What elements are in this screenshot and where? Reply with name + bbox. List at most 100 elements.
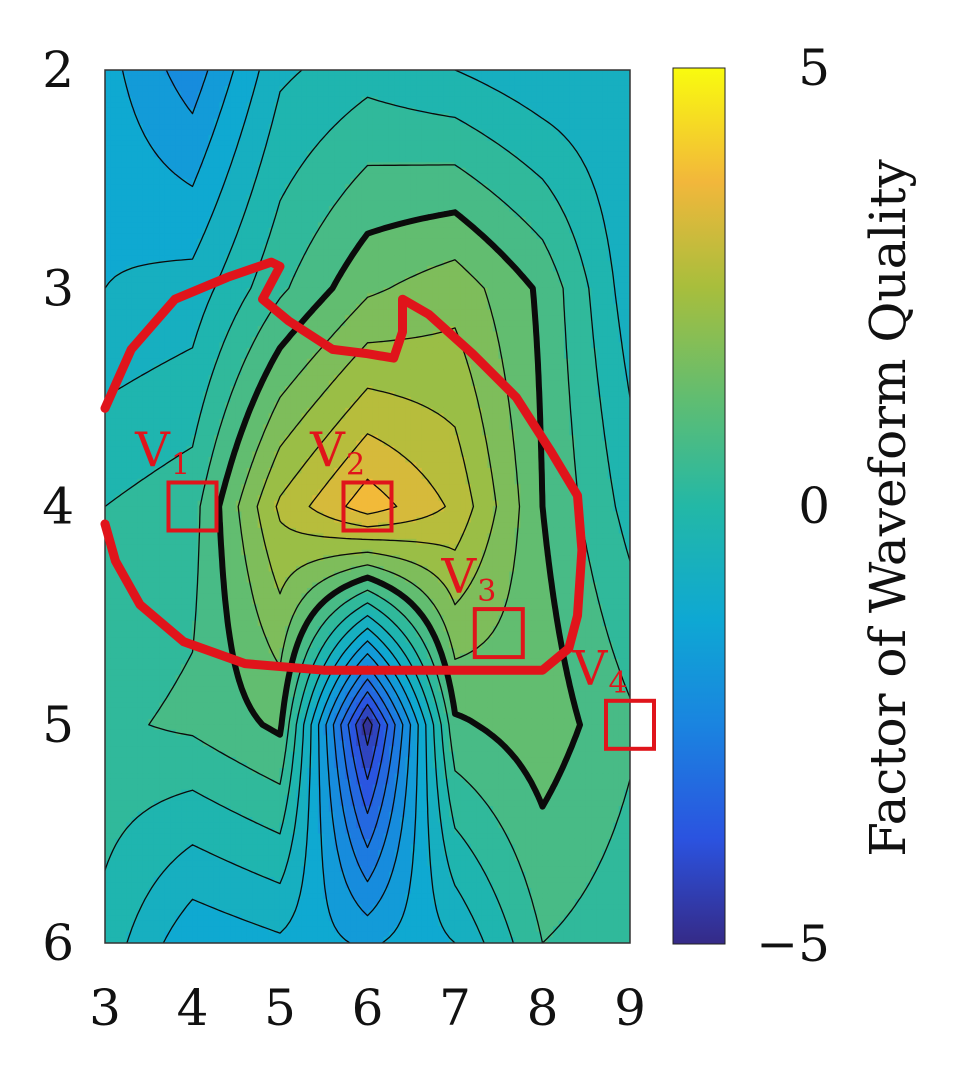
contour-cell xyxy=(427,190,433,196)
contour-cell xyxy=(526,244,532,250)
contour-cell xyxy=(203,135,209,141)
contour-cell xyxy=(531,75,537,81)
contour-cell xyxy=(482,108,488,114)
contour-cell xyxy=(170,97,176,103)
contour-cell xyxy=(384,91,390,97)
contour-cell xyxy=(444,282,450,288)
contour-cell xyxy=(132,157,138,163)
contour-cell xyxy=(159,108,165,114)
contour-cell xyxy=(400,91,406,97)
contour-cell xyxy=(602,119,608,125)
contour-cell xyxy=(241,337,247,343)
contour-cell xyxy=(548,81,554,87)
contour-cell xyxy=(236,91,242,97)
contour-cell xyxy=(214,299,220,305)
contour-cell xyxy=(394,190,400,196)
contour-cell xyxy=(569,108,575,114)
contour-cell xyxy=(126,217,132,223)
contour-cell xyxy=(619,201,625,207)
contour-cell xyxy=(384,146,390,152)
contour-cell xyxy=(515,184,521,190)
contour-cell xyxy=(318,190,324,196)
contour-cell xyxy=(132,146,138,152)
contour-cell xyxy=(192,91,198,97)
contour-cell xyxy=(476,102,482,108)
contour-cell xyxy=(444,135,450,141)
contour-cell xyxy=(378,299,384,305)
contour-cell xyxy=(416,97,422,103)
contour-cell xyxy=(526,91,532,97)
contour-cell xyxy=(159,266,165,272)
contour-cell xyxy=(209,239,215,245)
contour-cell xyxy=(444,86,450,92)
contour-cell xyxy=(455,151,461,157)
contour-cell xyxy=(181,119,187,125)
contour-cell xyxy=(187,162,193,168)
contour-cell xyxy=(564,119,570,125)
contour-cell xyxy=(351,239,357,245)
contour-cell xyxy=(591,250,597,256)
contour-cell xyxy=(356,332,362,338)
contour-cell xyxy=(444,151,450,157)
contour-cell xyxy=(487,228,493,234)
contour-cell xyxy=(334,157,340,163)
contour-cell xyxy=(351,228,357,234)
contour-cell xyxy=(559,244,565,250)
contour-cell xyxy=(312,130,318,136)
contour-cell xyxy=(285,162,291,168)
contour-cell xyxy=(416,244,422,250)
contour-cell xyxy=(580,195,586,201)
contour-cell xyxy=(241,342,247,348)
contour-cell xyxy=(466,255,472,261)
contour-cell xyxy=(416,348,422,354)
contour-cell xyxy=(137,282,143,288)
contour-cell xyxy=(531,97,537,103)
contour-cell xyxy=(515,304,521,310)
contour-cell xyxy=(487,124,493,130)
contour-cell xyxy=(422,130,428,136)
contour-cell xyxy=(148,97,154,103)
contour-cell xyxy=(362,217,368,223)
contour-cell xyxy=(520,255,526,261)
contour-cell xyxy=(165,337,171,343)
contour-cell xyxy=(444,195,450,201)
contour-cell xyxy=(460,201,466,207)
contour-cell xyxy=(482,211,488,217)
contour-cell xyxy=(405,124,411,130)
contour-cell xyxy=(504,244,510,250)
contour-cell xyxy=(438,135,444,141)
contour-cell xyxy=(619,271,625,277)
contour-cell xyxy=(143,293,149,299)
contour-cell xyxy=(116,75,122,81)
contour-cell xyxy=(252,239,258,245)
contour-cell xyxy=(498,217,504,223)
contour-cell xyxy=(351,266,357,272)
contour-cell xyxy=(137,211,143,217)
contour-cell xyxy=(198,217,204,223)
contour-cell xyxy=(449,271,455,277)
contour-cell xyxy=(187,255,193,261)
contour-cell xyxy=(444,97,450,103)
contour-cell xyxy=(176,277,182,283)
contour-cell xyxy=(515,179,521,185)
contour-cell xyxy=(274,228,280,234)
contour-cell xyxy=(285,135,291,141)
contour-cell xyxy=(433,255,439,261)
contour-cell xyxy=(132,239,138,245)
contour-cell xyxy=(597,255,603,261)
contour-cell xyxy=(329,135,335,141)
contour-cell xyxy=(187,250,193,256)
contour-cell xyxy=(301,75,307,81)
contour-cell xyxy=(597,271,603,277)
contour-cell xyxy=(373,271,379,277)
contour-cell xyxy=(504,288,510,294)
contour-cell xyxy=(613,211,619,217)
contour-cell xyxy=(318,271,324,277)
contour-cell xyxy=(526,255,532,261)
contour-cell xyxy=(154,119,160,125)
contour-cell xyxy=(116,250,122,256)
contour-cell xyxy=(422,141,428,147)
contour-cell xyxy=(471,135,477,141)
contour-cell xyxy=(411,102,417,108)
contour-cell xyxy=(548,266,554,272)
